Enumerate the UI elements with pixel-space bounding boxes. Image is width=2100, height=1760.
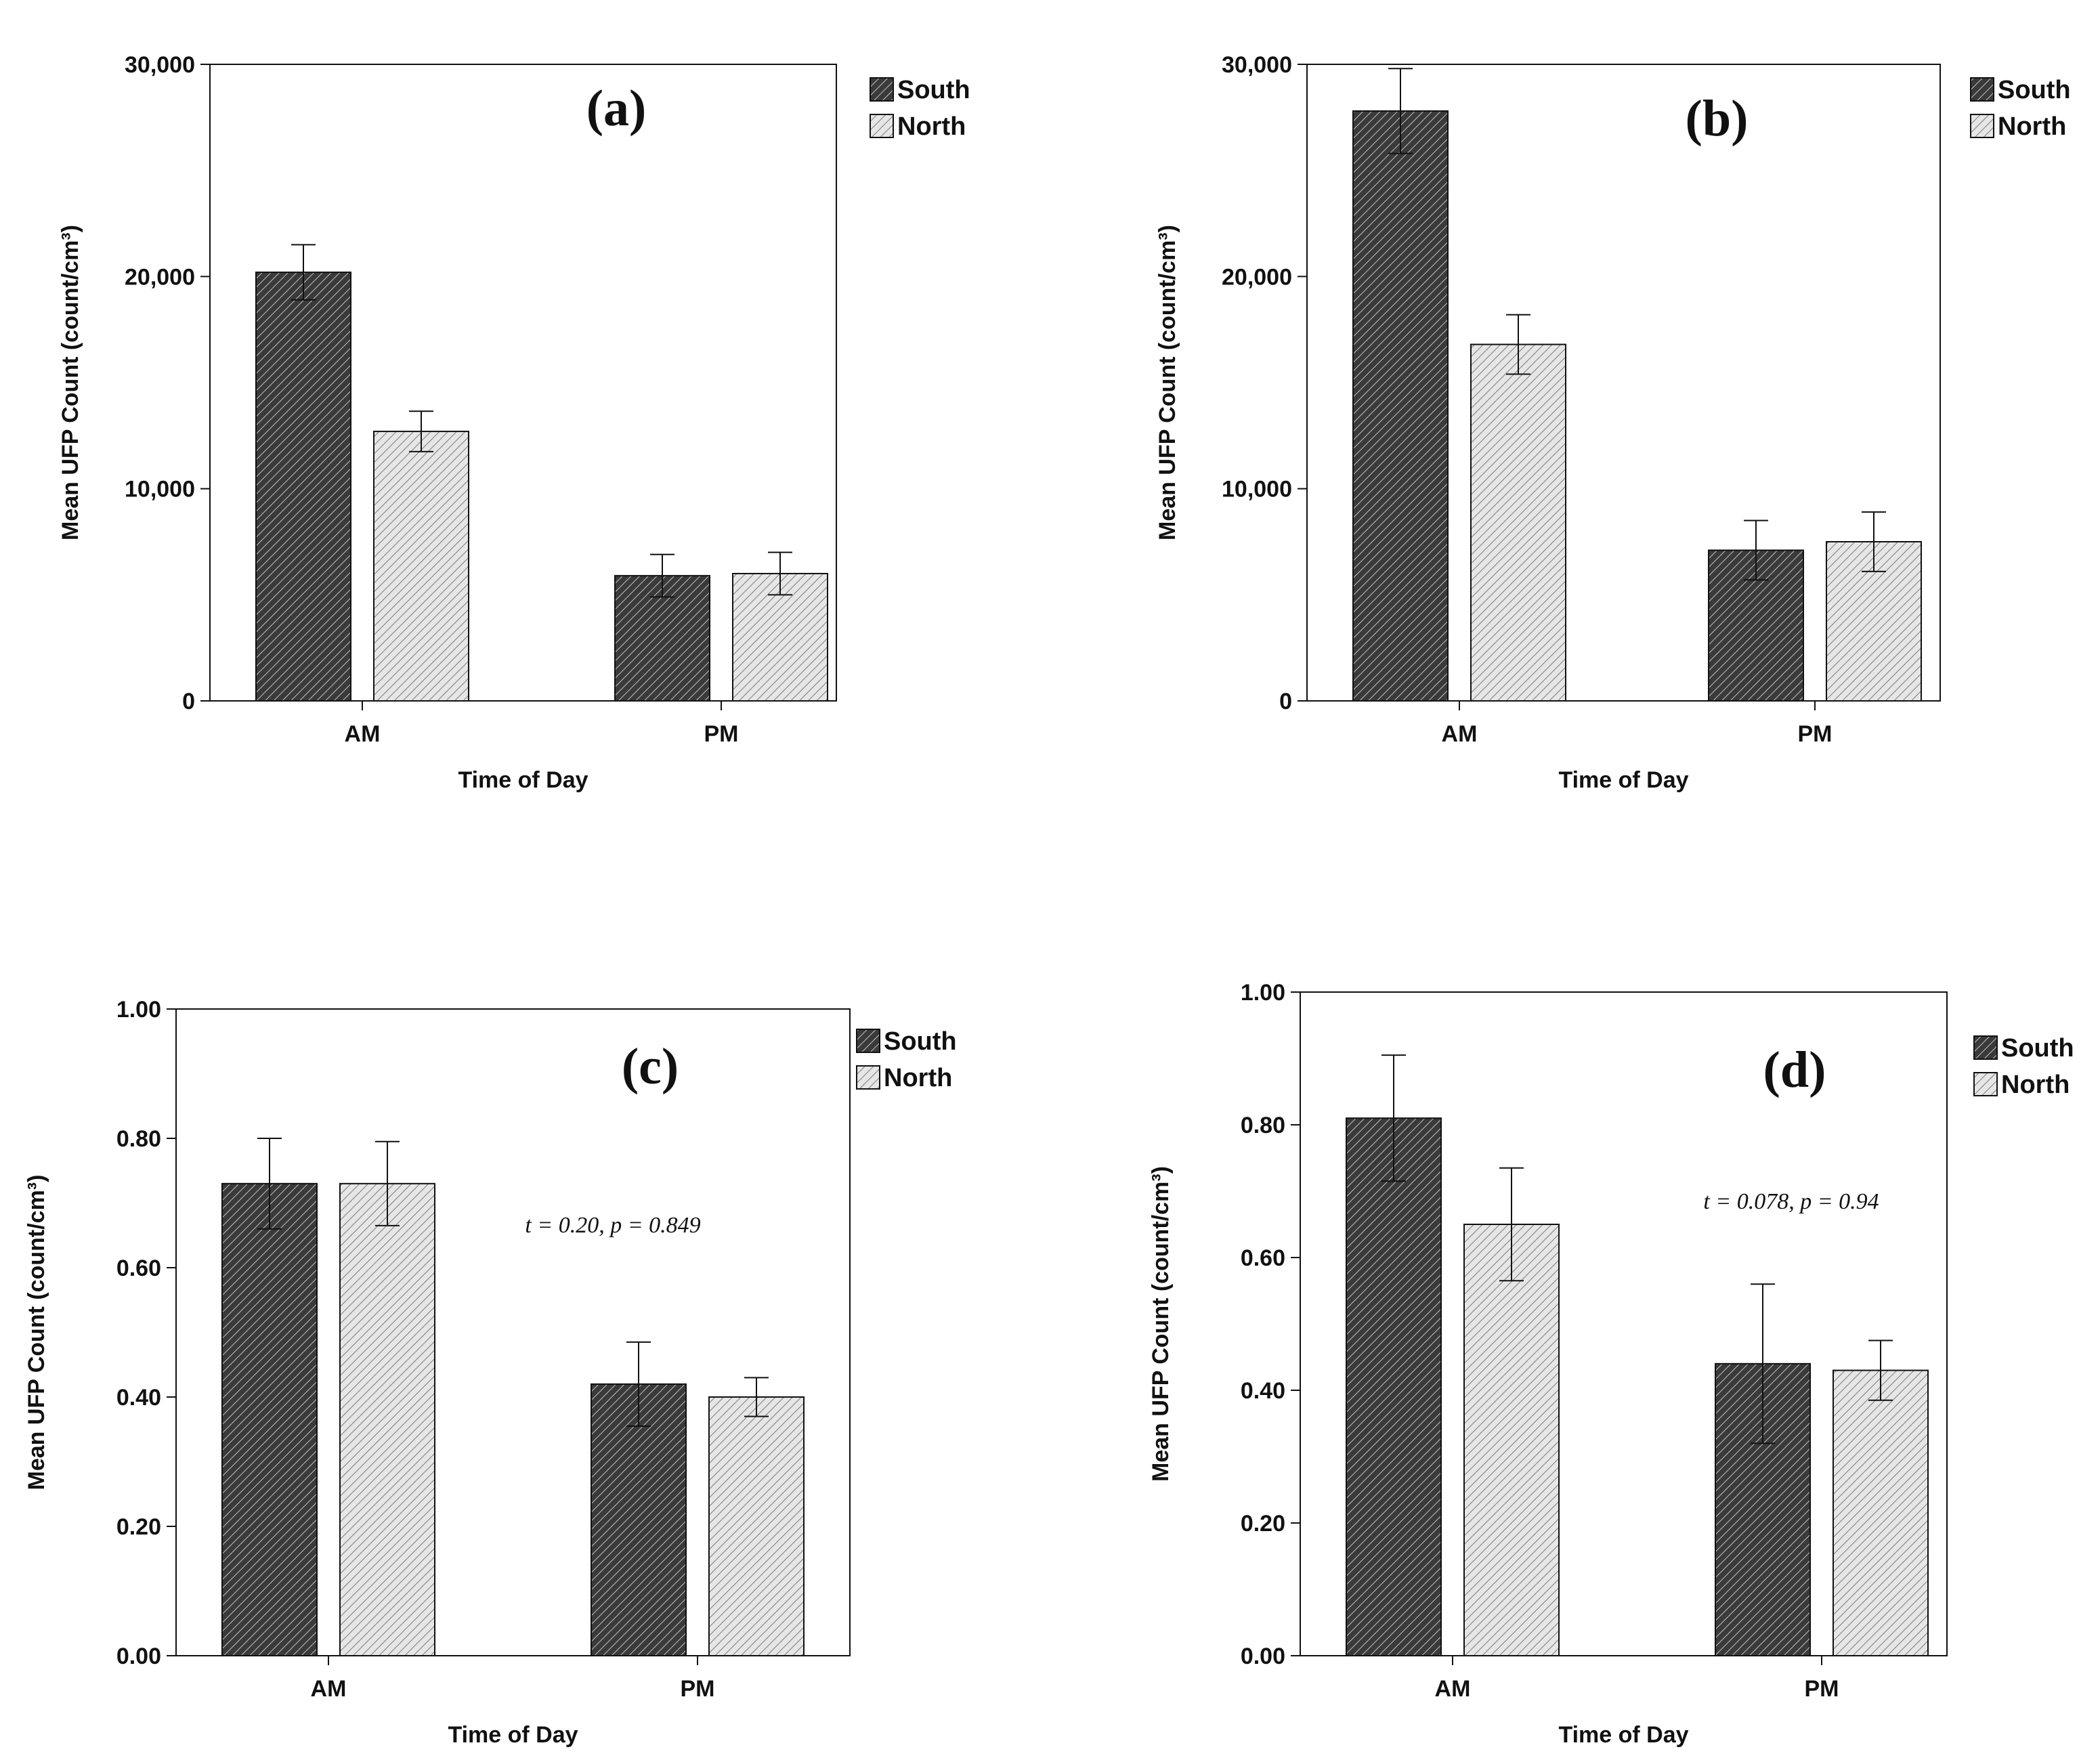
y-tick-label: 0 — [182, 689, 195, 714]
error-bar — [1499, 1167, 1524, 1282]
y-tick-label: 0.00 — [1241, 1644, 1285, 1669]
legend: South North — [856, 1027, 957, 1092]
bar-south-am — [1352, 110, 1449, 702]
panel-label: (c) — [622, 1038, 679, 1095]
error-bar — [291, 244, 316, 301]
plot-frame — [209, 64, 837, 702]
x-tick-label: AM — [1442, 721, 1478, 747]
y-axis-title: Mean UFP Count (count/cm³) — [1155, 225, 1180, 540]
legend-label-north: North — [1998, 112, 2066, 141]
y-tick-label: 20,000 — [125, 264, 195, 290]
x-tick-label: PM — [1798, 721, 1833, 747]
y-tick-label: 0.00 — [116, 1644, 161, 1669]
error-bar — [1862, 511, 1886, 572]
bar-south-am — [1346, 1117, 1442, 1656]
bar-north-am — [373, 431, 469, 702]
bar-north-pm — [708, 1396, 805, 1656]
y-tick-label: 0 — [1279, 689, 1292, 714]
y-axis-title: Mean UFP Count (count/cm³) — [1148, 1166, 1174, 1482]
error-bar — [650, 553, 674, 598]
y-tick-label: 0.60 — [1241, 1245, 1285, 1271]
error-bar — [1506, 314, 1530, 375]
y-axis-title: Mean UFP Count (count/cm³) — [58, 225, 83, 540]
bar-north-am — [339, 1182, 435, 1656]
error-bar — [257, 1138, 282, 1230]
panel-label: (a) — [586, 80, 647, 137]
legend-swatch-north — [870, 114, 894, 138]
stats-annotation: t = 0.078, p = 0.94 — [1703, 1189, 1879, 1214]
x-tick-label: AM — [311, 1676, 347, 1702]
error-bar — [1751, 1283, 1775, 1444]
x-tick-label: PM — [704, 721, 739, 747]
x-axis-title: Time of Day — [458, 767, 588, 793]
x-tick-label: AM — [1435, 1676, 1471, 1702]
legend-swatch-north — [856, 1065, 880, 1090]
panel-label: (b) — [1686, 90, 1749, 147]
y-tick-label: 0.40 — [1241, 1378, 1285, 1404]
legend-label-south: South — [1998, 76, 2071, 104]
error-bar — [768, 551, 792, 596]
y-tick-label: 10,000 — [125, 477, 195, 502]
legend-label-north: North — [897, 112, 966, 141]
legend: South North — [1973, 1034, 2074, 1099]
legend-swatch-south — [870, 77, 894, 102]
y-tick-label: 10,000 — [1222, 477, 1292, 502]
x-tick-label: PM — [1805, 1676, 1839, 1702]
bar-north-am — [1470, 343, 1566, 702]
legend-swatch-south — [856, 1029, 880, 1053]
y-tick-label: 0.80 — [1241, 1113, 1285, 1138]
y-tick-label: 0.60 — [116, 1255, 161, 1281]
plot-frame — [1300, 991, 1948, 1656]
bar-south-am — [255, 272, 351, 702]
legend-swatch-south — [1970, 77, 1994, 102]
x-tick-label: AM — [345, 721, 381, 747]
x-axis-title: Time of Day — [1558, 767, 1688, 793]
legend-swatch-north — [1973, 1072, 1998, 1096]
legend-label-north: North — [884, 1064, 952, 1092]
y-tick-label: 20,000 — [1222, 264, 1292, 290]
y-tick-label: 0.40 — [116, 1385, 161, 1411]
y-tick-label: 1.00 — [116, 997, 161, 1023]
y-tick-label: 0.20 — [1241, 1511, 1285, 1537]
error-bar — [626, 1341, 651, 1427]
bar-south-am — [221, 1182, 318, 1656]
bar-north-am — [1463, 1224, 1560, 1656]
legend-swatch-south — [1973, 1035, 1998, 1060]
x-axis-title: Time of Day — [448, 1722, 578, 1748]
x-tick-label: PM — [681, 1676, 715, 1702]
y-tick-label: 1.00 — [1241, 980, 1285, 1006]
stats-annotation: t = 0.20, p = 0.849 — [525, 1213, 700, 1238]
chart-panel-1: 0 10,000 20,000 30,000 Mean UFP Count (count… — [58, 52, 970, 793]
legend-label-south: South — [897, 76, 970, 104]
y-tick-label: 0.80 — [116, 1126, 161, 1152]
error-bar — [409, 410, 433, 452]
legend-label-south: South — [884, 1027, 957, 1056]
legend-label-south: South — [2001, 1034, 2074, 1063]
panel-label: (d) — [1763, 1042, 1826, 1098]
chart-panel-2: 0 10,000 20,000 30,000 Mean UFP Count (count… — [1155, 52, 2071, 793]
x-axis-title: Time of Day — [1558, 1722, 1688, 1748]
error-bar — [1868, 1339, 1893, 1401]
legend: South North — [1970, 76, 2071, 141]
error-bar — [1744, 519, 1768, 581]
y-tick-label: 0.20 — [116, 1514, 161, 1540]
y-tick-label: 30,000 — [125, 52, 195, 78]
y-tick-label: 30,000 — [1222, 52, 1292, 78]
bar-north-pm — [1833, 1369, 1929, 1656]
y-axis-title: Mean UFP Count (count/cm³) — [24, 1175, 49, 1490]
legend-label-north: North — [2001, 1071, 2070, 1099]
error-bar — [744, 1377, 769, 1417]
error-bar — [1388, 68, 1413, 154]
legend-swatch-north — [1970, 114, 1994, 138]
bar-south-pm — [591, 1383, 687, 1657]
chart-panel-4: 0.00 0.20 0.40 0.60 0.80 1.00 Mean UFP Count (… — [1148, 980, 2074, 1748]
legend: South North — [870, 76, 970, 141]
error-bar — [375, 1140, 400, 1226]
error-bar — [1381, 1054, 1406, 1182]
plot-frame — [1306, 64, 1941, 702]
plot-frame — [175, 1008, 851, 1656]
chart-panel-3: 0.00 0.20 0.40 0.60 0.80 1.00 Mean UFP Count (… — [24, 997, 957, 1748]
